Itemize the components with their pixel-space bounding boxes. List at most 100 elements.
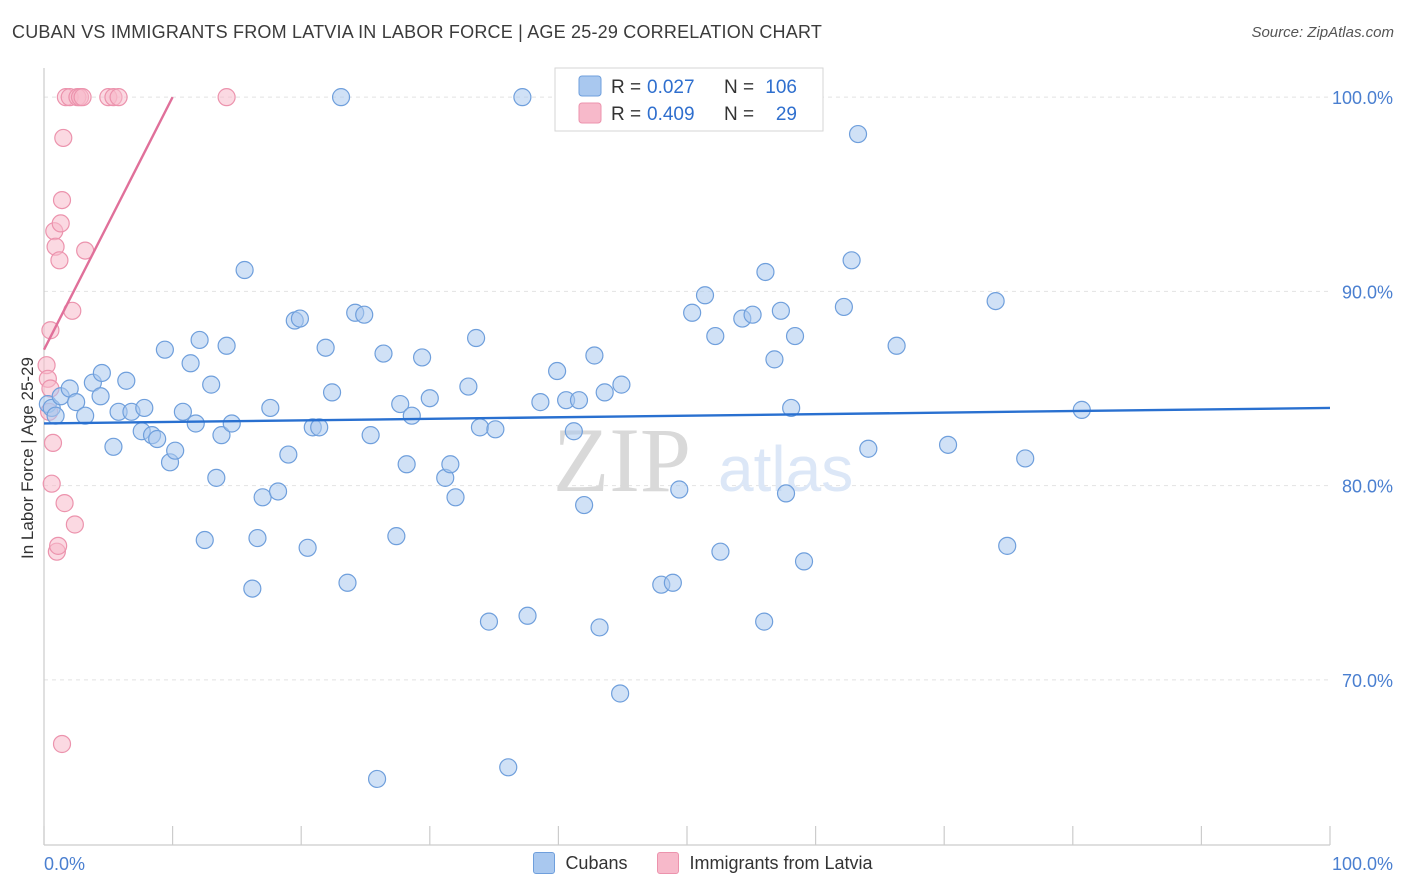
stats-legend-box: R = 0.027 N = 106 R = 0.409 N = 29 xyxy=(554,67,824,132)
cubans-point-83 xyxy=(711,542,730,561)
cubans-point-26 xyxy=(202,375,221,394)
cubans-point-103 xyxy=(986,292,1005,311)
legend-item-latvia: Immigrants from Latvia xyxy=(657,852,873,874)
cubans-point-25 xyxy=(195,530,214,550)
y-tick-label-100: 100.0% xyxy=(1332,88,1393,108)
cubans-point-33 xyxy=(248,528,267,548)
cubans-point-48 xyxy=(355,305,374,324)
cubans-point-30 xyxy=(222,414,241,433)
x-tick-label-min: 0.0% xyxy=(44,854,85,874)
cubans-point-60 xyxy=(459,377,478,396)
latvia-point-9 xyxy=(49,536,68,555)
latvia-point-10 xyxy=(50,251,69,270)
stats-r-label-cubans: R = xyxy=(611,77,641,98)
cubans-point-89 xyxy=(782,398,801,418)
cubans-point-104 xyxy=(755,612,774,631)
cubans-point-87 xyxy=(771,301,790,320)
cubans-point-50 xyxy=(374,344,393,363)
cubans-point-56 xyxy=(420,389,439,408)
stats-n-value-latvia: 29 xyxy=(776,104,797,125)
cubans-point-29 xyxy=(217,336,236,355)
cubans-point-36 xyxy=(268,482,288,501)
cubans-point-45 xyxy=(331,88,351,107)
cubans-point-58 xyxy=(441,455,460,474)
cubans-point-64 xyxy=(486,420,505,439)
stats-swatch-cubans xyxy=(578,75,602,97)
latvia-point-26 xyxy=(217,88,236,107)
cubans-point-102 xyxy=(706,326,725,346)
cubans-point-67 xyxy=(531,393,550,412)
stats-r-label-latvia: R = xyxy=(611,104,641,125)
cubans-point-70 xyxy=(564,422,583,441)
cubans-point-79 xyxy=(663,573,682,592)
trend-lines xyxy=(42,96,1331,425)
cubans-point-9 xyxy=(91,387,110,406)
cubans-point-40 xyxy=(298,538,317,557)
cubans-point-27 xyxy=(207,468,226,487)
chart-title: CUBAN VS IMMIGRANTS FROM LATVIA IN LABOR… xyxy=(12,22,823,42)
cubans-point-53 xyxy=(397,455,416,474)
cubans-point-66 xyxy=(518,606,537,625)
latvia-point-12 xyxy=(52,190,72,210)
cubans-point-24 xyxy=(190,330,209,350)
latvia-point-11 xyxy=(51,214,70,233)
cubans-point-105 xyxy=(611,684,630,703)
cubans-point-20 xyxy=(166,441,185,460)
cubans-point-85 xyxy=(743,305,762,324)
cubans-point-54 xyxy=(402,406,421,425)
stats-n-label-cubans: N = xyxy=(724,77,754,98)
cubans-point-5 xyxy=(67,393,86,412)
cubans-point-80 xyxy=(670,480,689,499)
cubans-point-91 xyxy=(794,552,814,571)
cubans-point-8 xyxy=(92,363,111,383)
cubans-point-12 xyxy=(117,371,136,390)
cubans-point-37 xyxy=(279,445,298,464)
cubans-point-2 xyxy=(46,406,65,425)
cubans-point-65 xyxy=(513,88,532,107)
cubans-point-107 xyxy=(367,769,387,789)
latvia-point-25 xyxy=(109,88,128,107)
x-tick-label-max: 100.0% xyxy=(1332,854,1393,874)
latvia-point-27 xyxy=(52,734,72,754)
legend-swatch-cubans xyxy=(533,852,556,874)
legend-label-latvia: Immigrants from Latvia xyxy=(689,852,873,873)
cubans-point-32 xyxy=(243,579,262,598)
cubans-point-34 xyxy=(253,488,272,507)
legend-item-cubans: Cubans xyxy=(533,852,627,874)
cubans-point-62 xyxy=(470,418,490,437)
cubans-point-22 xyxy=(181,354,200,373)
x-ticks xyxy=(43,826,1331,845)
cubans-point-23 xyxy=(186,414,205,433)
cubans-point-21 xyxy=(173,402,192,421)
cubans-point-52 xyxy=(391,394,410,414)
cubans-point-35 xyxy=(261,398,280,418)
stats-n-value-cubans: 106 xyxy=(765,77,797,98)
cubans-point-96 xyxy=(938,435,958,454)
cubans-point-49 xyxy=(361,426,380,445)
y-axis-label: In Labor Force | Age 25-29 xyxy=(18,357,37,559)
cubans-point-90 xyxy=(785,326,805,346)
cubans-point-82 xyxy=(695,286,715,305)
cubans-point-10 xyxy=(104,437,123,456)
cubans-point-71 xyxy=(569,391,589,410)
cubans-point-42 xyxy=(310,418,329,437)
latvia-point-5 xyxy=(43,433,63,453)
stats-r-value-cubans: 0.027 xyxy=(647,77,695,98)
cubans-point-72 xyxy=(575,495,594,515)
cubans-point-39 xyxy=(290,309,310,328)
cubans-point-51 xyxy=(387,527,406,546)
cubans-point-100 xyxy=(842,251,861,270)
cubans-point-55 xyxy=(412,348,432,367)
cubans-point-15 xyxy=(135,398,154,418)
y-tick-label-90: 90.0% xyxy=(1342,282,1393,302)
cubans-point-95 xyxy=(887,336,906,355)
cubans-point-93 xyxy=(848,124,868,144)
cubans-point-31 xyxy=(235,260,254,280)
cubans-point-88 xyxy=(776,484,796,503)
cubans-point-59 xyxy=(446,488,465,507)
cubans-point-81 xyxy=(683,303,702,322)
cubans-trend-line xyxy=(43,406,1331,425)
stats-n-label-latvia: N = xyxy=(724,104,754,125)
cubans-point-75 xyxy=(595,383,614,402)
